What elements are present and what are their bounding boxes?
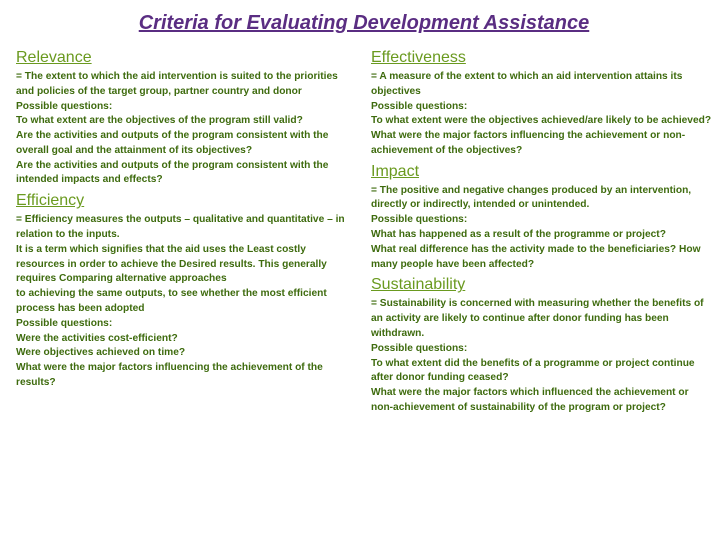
left-column: Relevance = The extent to which the aid … (16, 45, 357, 416)
heading-impact: Impact (371, 163, 712, 181)
body-efficiency: = Efficiency measures the outputs – qual… (16, 213, 357, 390)
body-sustainability: = Sustainability is concerned with measu… (371, 297, 712, 415)
columns: Relevance = The extent to which the aid … (16, 45, 712, 416)
heading-efficiency: Efficiency (16, 192, 357, 210)
heading-relevance: Relevance (16, 49, 357, 67)
heading-sustainability: Sustainability (371, 276, 712, 294)
right-column: Effectiveness = A measure of the extent … (371, 45, 712, 416)
body-effectiveness: = A measure of the extent to which an ai… (371, 70, 712, 159)
slide-title: Criteria for Evaluating Development Assi… (16, 12, 712, 35)
body-impact: = The positive and negative changes prod… (371, 184, 712, 273)
body-relevance: = The extent to which the aid interventi… (16, 70, 357, 188)
heading-effectiveness: Effectiveness (371, 49, 712, 67)
